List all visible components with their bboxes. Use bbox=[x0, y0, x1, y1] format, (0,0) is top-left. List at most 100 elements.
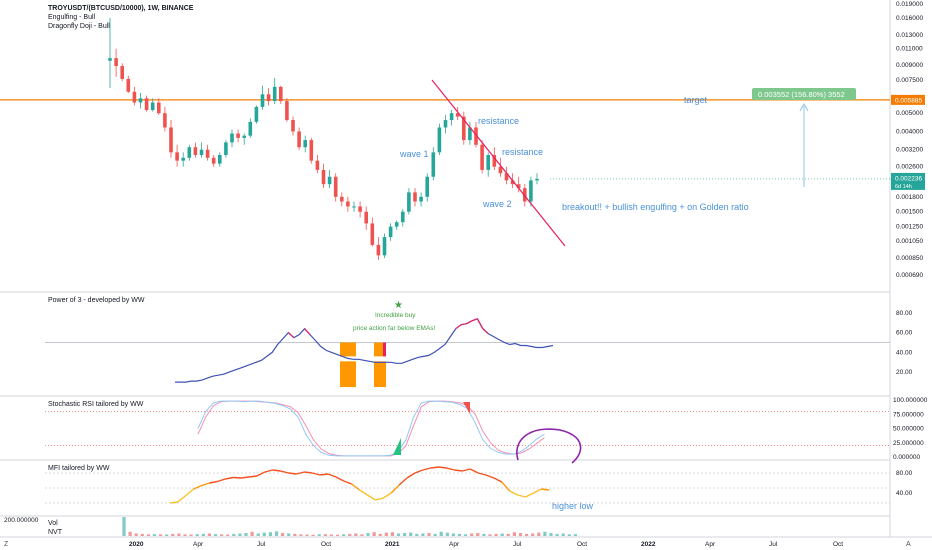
volume-bar bbox=[531, 533, 535, 536]
price-pane bbox=[0, 18, 890, 261]
mfi-line-segment bbox=[272, 469, 281, 472]
mfi-line-segment bbox=[241, 476, 250, 479]
time-tick-label: Oct bbox=[577, 541, 587, 548]
zoom-icon[interactable]: Z bbox=[4, 541, 9, 548]
candle-body bbox=[169, 127, 173, 153]
candle-body bbox=[474, 127, 478, 145]
candle-body bbox=[510, 180, 515, 185]
candle-body bbox=[480, 144, 484, 170]
volume-bar bbox=[500, 533, 504, 536]
volume-bar bbox=[305, 534, 309, 536]
volume-bar bbox=[317, 534, 321, 536]
annotation-target: target bbox=[684, 95, 708, 105]
candle-body bbox=[407, 192, 411, 212]
time-tick-label: Jul bbox=[257, 541, 266, 548]
candle-body bbox=[449, 113, 454, 121]
candle-body bbox=[486, 155, 490, 170]
candle-body bbox=[529, 180, 533, 202]
volume-pane bbox=[122, 517, 577, 536]
volume-bar bbox=[256, 533, 260, 536]
volume-bar bbox=[488, 534, 492, 536]
mfi-line-segment bbox=[382, 492, 392, 499]
volume-bar bbox=[177, 533, 181, 536]
measure-label: 0.003552 (156.80%) 3552 bbox=[758, 90, 845, 99]
volume-bar bbox=[335, 534, 340, 536]
volume-bar bbox=[134, 533, 138, 536]
price-tick-label: 0.001500 bbox=[896, 209, 923, 216]
candle-body bbox=[108, 58, 112, 61]
mfi-line-segment bbox=[327, 473, 337, 478]
time-tick-label: Apr bbox=[449, 541, 460, 548]
candle-body bbox=[138, 98, 143, 103]
volume-bar bbox=[244, 533, 248, 536]
volume-bar bbox=[220, 534, 224, 536]
mfi-tick-label: 80.00 bbox=[896, 470, 913, 477]
candle-body bbox=[358, 206, 362, 212]
candle-body bbox=[437, 127, 442, 153]
price-tick-label: 0.004000 bbox=[896, 128, 923, 135]
volume-bar bbox=[299, 534, 303, 536]
candle-body bbox=[132, 91, 137, 103]
mfi-line-segment bbox=[320, 473, 329, 476]
power-of-3-tick-label: 80.00 bbox=[896, 310, 913, 317]
mfi-pane bbox=[45, 466, 890, 504]
volume-bar bbox=[543, 531, 547, 536]
mfi-line-segment bbox=[406, 472, 416, 479]
candle-body bbox=[120, 66, 124, 79]
mfi-line-segment bbox=[414, 469, 424, 474]
volume-bar bbox=[262, 532, 266, 536]
volume-bar bbox=[403, 533, 407, 536]
volume-bar bbox=[140, 533, 144, 536]
volume-bar bbox=[250, 531, 254, 536]
candle-body bbox=[340, 196, 344, 202]
nvt-title: NVT bbox=[48, 529, 63, 536]
volume-bar bbox=[561, 533, 565, 536]
volume-bar bbox=[366, 533, 370, 536]
stoch-rsi-title: Stochastic RSI tailored by WW bbox=[48, 401, 144, 408]
pattern-label-engulfing: Engulfing - Bull bbox=[48, 14, 96, 21]
annotation-breakout: breakout!! + bullish engulfing + on Gold… bbox=[562, 202, 749, 212]
mfi-line-segment bbox=[209, 480, 218, 484]
volume-bar bbox=[396, 533, 401, 536]
mfi-line-segment bbox=[201, 482, 210, 487]
candle-body bbox=[230, 133, 234, 143]
mfi-annotation: higher low bbox=[552, 501, 594, 511]
candle-body bbox=[516, 184, 521, 189]
candle-body bbox=[425, 176, 429, 197]
candle-body bbox=[523, 188, 527, 202]
volume-tick-label: 200.000000 bbox=[4, 517, 39, 524]
candle-body bbox=[279, 86, 283, 102]
last-price-box bbox=[891, 172, 925, 190]
candle-body bbox=[394, 222, 399, 227]
volume-bar bbox=[470, 533, 474, 536]
annotation-wave-1: wave 1 bbox=[399, 149, 429, 159]
mfi-line-segment bbox=[351, 483, 361, 491]
mfi-title: MFI tailored by WW bbox=[48, 465, 110, 472]
stoch-cross-fill bbox=[393, 438, 401, 455]
mfi-line-segment bbox=[177, 494, 187, 503]
mfi-line-segment bbox=[501, 481, 511, 492]
volume-bar bbox=[213, 534, 218, 536]
candle-body bbox=[157, 102, 161, 114]
candle-body bbox=[382, 237, 387, 256]
candle-body bbox=[333, 176, 338, 197]
power-of-3-tick-label: 40.00 bbox=[896, 349, 913, 356]
mfi-line-segment bbox=[375, 497, 384, 501]
mfi-line-segment bbox=[493, 477, 503, 483]
target-price-label: 0.005885 bbox=[895, 97, 922, 104]
candle-body bbox=[419, 196, 423, 202]
volume-bar bbox=[494, 533, 498, 536]
price-tick-label: 0.009000 bbox=[896, 62, 923, 69]
candle-body bbox=[401, 211, 405, 223]
candle-body bbox=[163, 113, 167, 128]
volume-bar bbox=[573, 534, 577, 536]
candle-body bbox=[468, 127, 472, 141]
power-of-3-pane bbox=[45, 318, 890, 388]
candle-body bbox=[431, 152, 436, 177]
candle-body bbox=[236, 133, 240, 138]
stoch-cross-fill bbox=[463, 402, 470, 414]
target-price-box bbox=[891, 94, 925, 105]
measure-box bbox=[752, 88, 856, 100]
auto-scale-icon[interactable]: A bbox=[906, 541, 911, 548]
candle-body bbox=[535, 178, 539, 181]
